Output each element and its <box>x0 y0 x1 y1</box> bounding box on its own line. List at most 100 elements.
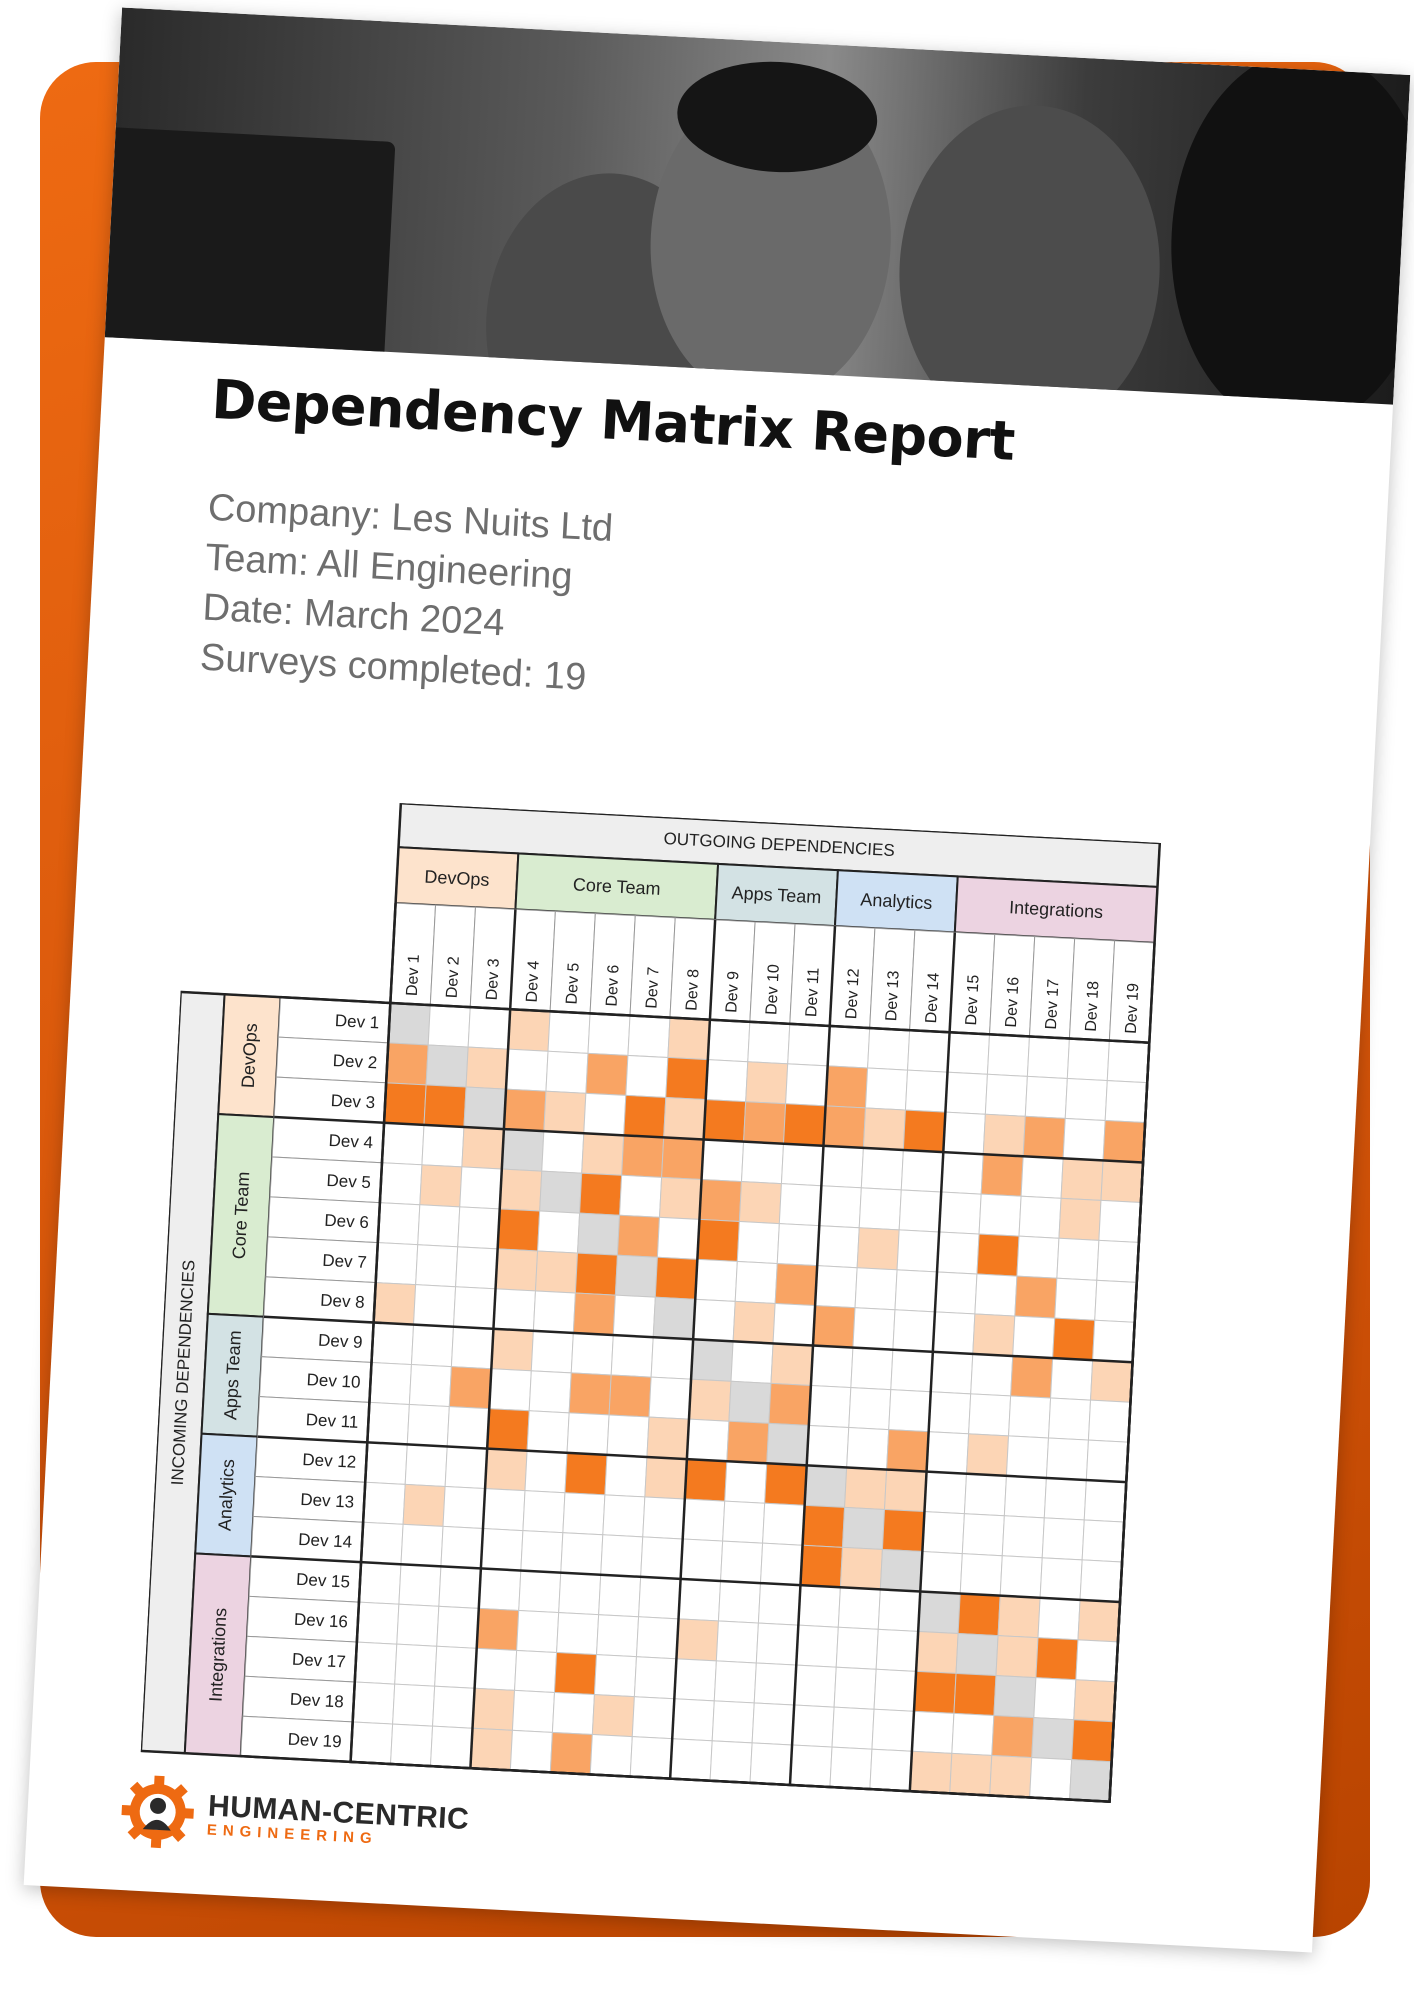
matrix-cell <box>974 1273 1018 1317</box>
matrix-cell <box>631 1696 675 1740</box>
matrix-cell <box>455 1246 499 1290</box>
matrix-cell <box>587 1012 631 1056</box>
matrix-cell <box>732 1300 776 1344</box>
matrix-cell <box>827 1025 871 1069</box>
matrix-cell <box>484 1448 528 1492</box>
matrix-cell <box>684 1458 728 1502</box>
matrix-cell <box>516 1609 560 1654</box>
matrix-cell <box>976 1233 1020 1277</box>
matrix-cell <box>984 1073 1028 1117</box>
matrix-cell <box>368 1361 412 1406</box>
matrix-cell <box>619 1174 663 1218</box>
matrix-cell <box>385 1042 429 1086</box>
column-label: Dev 17 <box>1043 978 1063 1030</box>
matrix-cell <box>640 1536 684 1580</box>
matrix-cell <box>877 1588 921 1632</box>
matrix-cell <box>585 1052 629 1096</box>
matrix-cell <box>562 1492 606 1536</box>
matrix-cell <box>1026 1035 1070 1079</box>
matrix-cell <box>442 1485 486 1530</box>
matrix-cell <box>492 1288 537 1332</box>
matrix-cell <box>1066 1037 1110 1082</box>
row-group-label: Core Team <box>229 1171 254 1260</box>
matrix-cell <box>989 1754 1033 1799</box>
matrix-cell <box>968 1393 1012 1437</box>
matrix-cell <box>564 1452 608 1496</box>
matrix-cell <box>381 1122 425 1166</box>
report-title: Dependency Matrix Report <box>210 367 1017 473</box>
matrix-cell <box>778 1183 822 1227</box>
matrix-cell <box>1098 1199 1142 1243</box>
matrix-cell <box>680 1538 724 1582</box>
matrix-cell <box>1060 1157 1104 1201</box>
row-group-label: Analytics <box>215 1459 239 1532</box>
matrix-cell <box>574 1252 618 1296</box>
matrix-cell <box>1071 1719 1115 1763</box>
matrix-cell <box>810 1344 854 1389</box>
matrix-cell <box>652 1296 696 1340</box>
matrix-cell <box>616 1214 661 1258</box>
matrix-cell <box>991 1714 1035 1759</box>
matrix-cell <box>404 1443 448 1487</box>
matrix-cell <box>1094 1279 1138 1323</box>
matrix-cell <box>753 1662 797 1706</box>
matrix-cell <box>879 1548 923 1593</box>
column-label: Dev 8 <box>683 968 702 1011</box>
matrix-cell <box>776 1223 820 1267</box>
matrix-cell <box>1020 1155 1064 1199</box>
matrix-cell <box>635 1616 680 1660</box>
matrix-cell <box>545 1050 589 1094</box>
column-label: Dev 15 <box>963 974 983 1026</box>
matrix-cell <box>804 1464 848 1508</box>
matrix-cell <box>713 1660 757 1704</box>
matrix-cell <box>677 1578 722 1622</box>
row-group-label: Apps Team <box>220 1330 245 1421</box>
matrix-cell <box>764 1462 808 1506</box>
matrix-cell <box>1087 1399 1131 1443</box>
matrix-cell <box>534 1250 579 1294</box>
matrix-cell <box>900 1149 944 1193</box>
matrix-cell <box>995 1635 1039 1679</box>
matrix-cell <box>499 1168 543 1212</box>
matrix-cell <box>1041 1517 1085 1561</box>
matrix-cell <box>873 1668 917 1712</box>
matrix-cell <box>1096 1239 1140 1283</box>
matrix-cell <box>625 1054 669 1099</box>
matrix-cell <box>921 1511 965 1555</box>
matrix-cell <box>858 1187 902 1231</box>
matrix-cell <box>806 1424 850 1468</box>
matrix-cell <box>547 1010 591 1054</box>
matrix-cell <box>383 1082 427 1126</box>
matrix-cell <box>724 1460 768 1504</box>
matrix-cell <box>505 1048 549 1092</box>
matrix-cell <box>656 1216 700 1260</box>
matrix-cell <box>1047 1397 1092 1441</box>
matrix-cell <box>890 1349 934 1393</box>
matrix-cell <box>915 1630 959 1674</box>
matrix-cell <box>638 1576 682 1620</box>
matrix-cell <box>532 1290 576 1334</box>
matrix-cell <box>509 1729 553 1773</box>
matrix-cell <box>356 1601 400 1645</box>
matrix-cell <box>650 1336 694 1380</box>
matrix-cell <box>1016 1235 1060 1279</box>
matrix-cell <box>377 1202 421 1246</box>
matrix-cell <box>1001 1515 1045 1559</box>
matrix-cell <box>589 1733 633 1778</box>
matrix-cell <box>539 1170 583 1214</box>
column-group-label: DevOps <box>424 867 490 890</box>
matrix-cell <box>522 1490 566 1534</box>
matrix-cell <box>860 1147 904 1191</box>
matrix-cell <box>928 1391 972 1435</box>
matrix-cell <box>1077 1599 1121 1643</box>
matrix-cell <box>1043 1477 1087 1521</box>
matrix-cell <box>465 1046 509 1090</box>
matrix-cell <box>402 1483 446 1527</box>
row-label: Dev 10 <box>306 1370 361 1392</box>
column-label: Dev 9 <box>723 971 742 1014</box>
matrix-cell <box>423 1084 467 1128</box>
matrix-cell <box>524 1450 568 1494</box>
group-divider <box>274 1115 1144 1164</box>
matrix-cell <box>740 1141 785 1185</box>
matrix-cell <box>591 1694 635 1738</box>
